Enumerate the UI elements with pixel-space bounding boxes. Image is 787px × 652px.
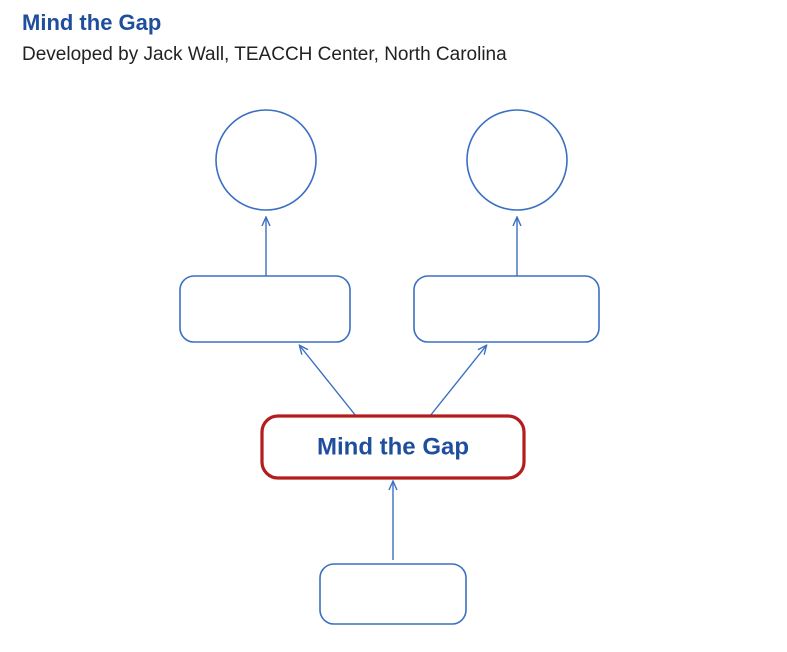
edges-layer <box>266 218 517 560</box>
node-circle_right <box>467 110 567 210</box>
page-root: Mind the Gap Developed by Jack Wall, TEA… <box>0 0 787 652</box>
node-circle_left <box>216 110 316 210</box>
node-label-focus: Mind the Gap <box>317 433 469 460</box>
edge-focus-to-rect_right <box>430 346 486 416</box>
edge-focus-to-rect_left <box>300 346 356 416</box>
nodes-layer: Mind the Gap <box>180 110 599 624</box>
node-rect_left <box>180 276 350 342</box>
node-rect_right <box>414 276 599 342</box>
diagram-canvas: Mind the Gap <box>0 0 787 652</box>
node-rect_bottom <box>320 564 466 624</box>
